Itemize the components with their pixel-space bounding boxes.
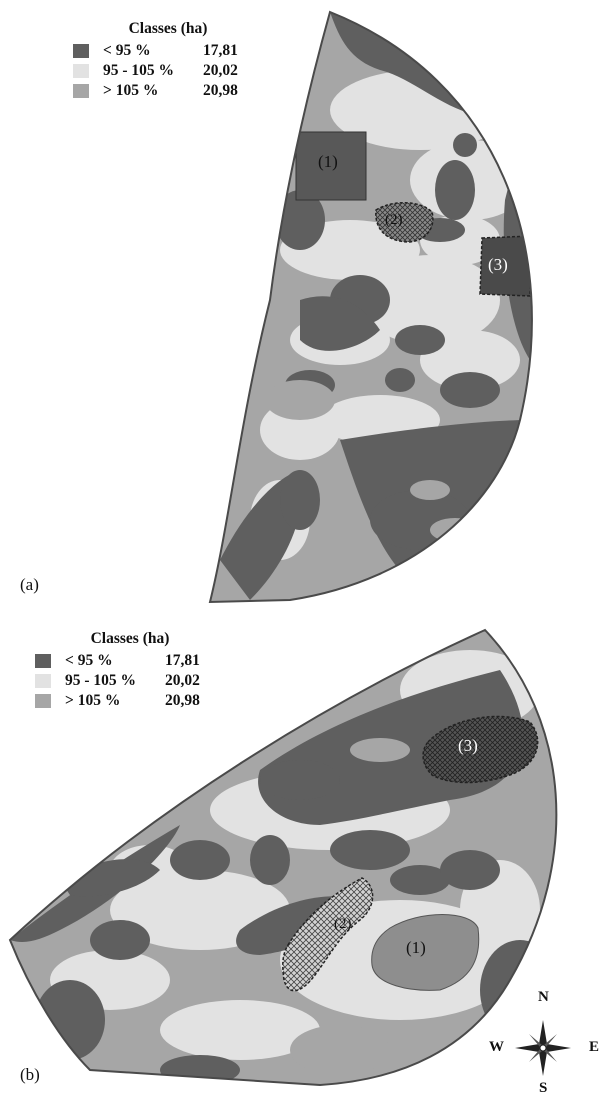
legend-row-light: 95 - 105 % 20,02 <box>35 671 225 691</box>
legend-row-dark: < 95 % 17,81 <box>73 41 263 61</box>
legend-swatch-dark <box>73 44 89 58</box>
panel-b-caption: (b) <box>20 1065 40 1084</box>
legend-label: 95 - 105 % <box>103 62 175 79</box>
field-boundary-b <box>8 628 558 1087</box>
legend-row-light: 95 - 105 % 20,02 <box>73 61 263 81</box>
zone-2-label-a: (2) <box>385 212 403 228</box>
zone-2-a <box>375 202 434 243</box>
legend-swatch-dark <box>35 654 51 668</box>
field-boundary-a <box>208 10 533 604</box>
compass-north-label: N <box>538 989 549 1005</box>
zone-1-b <box>371 914 480 991</box>
legend-swatch-medium <box>73 84 89 98</box>
legend-label: < 95 % <box>65 652 113 669</box>
legend-value: 20,02 <box>203 62 238 79</box>
panel-a-caption: (a) <box>20 575 39 594</box>
legend-swatch-light <box>35 674 51 688</box>
legend-b: Classes (ha) < 95 % 17,81 95 - 105 % 20,… <box>35 630 225 711</box>
legend-value: 20,98 <box>165 692 200 709</box>
legend-value: 20,02 <box>165 672 200 689</box>
zone-3-b <box>422 715 539 784</box>
legend-value: 17,81 <box>165 652 200 669</box>
compass-rose-icon <box>515 1020 571 1076</box>
zone-2-label-b: (2) <box>334 916 352 932</box>
legend-title: Classes (ha) <box>90 630 170 647</box>
legend-row-medium: > 105 % 20,98 <box>73 81 263 101</box>
legend-row-dark: < 95 % 17,81 <box>35 651 225 671</box>
compass-east-label: E <box>589 1039 600 1055</box>
legend-swatch-light <box>73 64 89 78</box>
legend-label: > 105 % <box>103 82 159 99</box>
zone-1-a <box>295 131 367 201</box>
zone-3-a <box>479 235 532 297</box>
legend-value: 17,81 <box>203 42 238 59</box>
legend-value: 20,98 <box>203 82 238 99</box>
field-map-b <box>8 628 571 1087</box>
legend-row-medium: > 105 % 20,98 <box>35 691 225 711</box>
map-panel-b: (3) (2) (1) Classes (ha) < 95 % 17,81 95… <box>0 610 602 1100</box>
compass-west-label: W <box>489 1039 504 1055</box>
legend-label: 95 - 105 % <box>65 672 137 689</box>
zone-2-b <box>282 877 374 992</box>
legend-swatch-medium <box>35 694 51 708</box>
compass-south-label: S <box>539 1080 548 1096</box>
field-map-a <box>208 10 533 604</box>
zone-3-label-b: (3) <box>458 736 478 755</box>
zone-3-label-a: (3) <box>488 255 508 274</box>
map-panel-a: (1) (2) (3) Classes (ha) < 95 % 17,81 95… <box>20 10 533 604</box>
zone-1-label-b: (1) <box>406 938 426 957</box>
legend-label: > 105 % <box>65 692 121 709</box>
legend-title: Classes (ha) <box>128 20 208 37</box>
legend-label: < 95 % <box>103 42 151 59</box>
legend-a: Classes (ha) < 95 % 17,81 95 - 105 % 20,… <box>73 20 263 101</box>
zone-1-label-a: (1) <box>318 152 338 171</box>
